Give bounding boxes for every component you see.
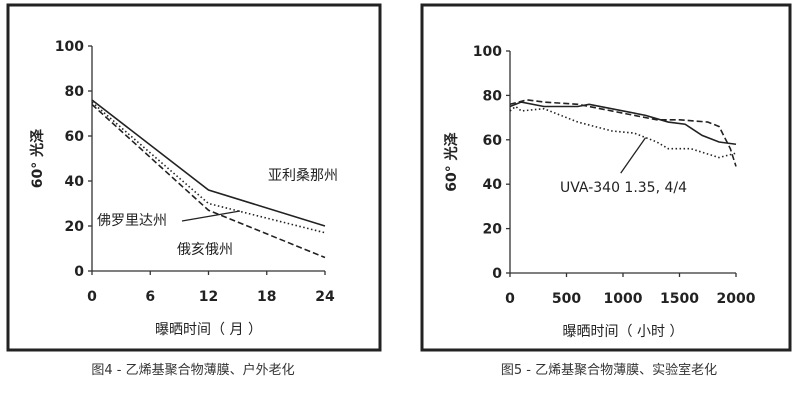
y-tick-label: 80	[483, 88, 503, 104]
series-line-dashed	[91, 103, 326, 259]
y-tick-label: 40	[65, 174, 85, 190]
y-tick-label: 60	[65, 129, 85, 145]
y-axis-label: 60° 光泽	[443, 132, 460, 191]
figure-caption: 图5 - 乙烯基聚合物薄膜、实验室老化	[501, 362, 717, 378]
y-tick-label: 0	[492, 266, 502, 282]
chart-outdoor: 0 6 12 18 24 0 20 40 60 80 100 曝晒时间（ 月 ） 60° 光泽	[29, 39, 335, 338]
x-tick-label: 24	[315, 289, 335, 305]
figure-caption: 图4 - 乙烯基聚合物薄膜、户外老化	[91, 362, 294, 378]
chart-frame-right	[420, 3, 792, 352]
y-tick-label: 60	[483, 133, 503, 149]
y-tick-label: 40	[483, 177, 503, 193]
annotation-pointer	[620, 137, 647, 174]
series-line-dotted	[509, 105, 737, 159]
y-tick-label: 20	[65, 219, 85, 235]
x-tick-label: 6	[145, 289, 155, 305]
x-tick-label: 0	[505, 291, 515, 307]
x-tick-label: 500	[552, 291, 581, 307]
chart-frame-left	[6, 3, 382, 352]
series-line-solid	[509, 101, 737, 146]
series-label-arizona: 亚利桑那州	[268, 168, 338, 184]
chart-laboratory: 0 500 1000 1500 2000 0 20 40 60 80 100 曝晒时间（ 小时 ） 60…	[443, 44, 756, 340]
y-tick-label: 20	[483, 222, 503, 238]
x-tick-label: 1500	[660, 291, 699, 307]
x-tick-label: 2000	[717, 291, 756, 307]
x-tick-label: 0	[87, 289, 97, 305]
x-axis-label: 曝晒时间（ 小时 ）	[563, 324, 684, 340]
y-tick-label: 0	[74, 264, 84, 280]
series-label-ohio: 俄亥俄州	[177, 242, 233, 258]
y-axis-label: 60° 光泽	[29, 129, 46, 188]
x-axis-label: 曝晒时间（ 月 ）	[155, 322, 262, 338]
x-tick-label: 1000	[604, 291, 643, 307]
florida-pointer	[181, 210, 241, 222]
annotation-uva340: UVA-340 1.35, 4/4	[560, 180, 687, 196]
x-tick-label: 12	[199, 289, 218, 305]
x-tick-label: 18	[257, 289, 276, 305]
series-label-florida: 佛罗里达州	[97, 213, 167, 229]
y-tick-label: 80	[65, 84, 85, 100]
series-line-solid	[91, 99, 326, 227]
y-tick-label: 100	[473, 44, 502, 60]
y-tick-label: 100	[55, 39, 84, 55]
series-line-dashed	[509, 99, 737, 167]
